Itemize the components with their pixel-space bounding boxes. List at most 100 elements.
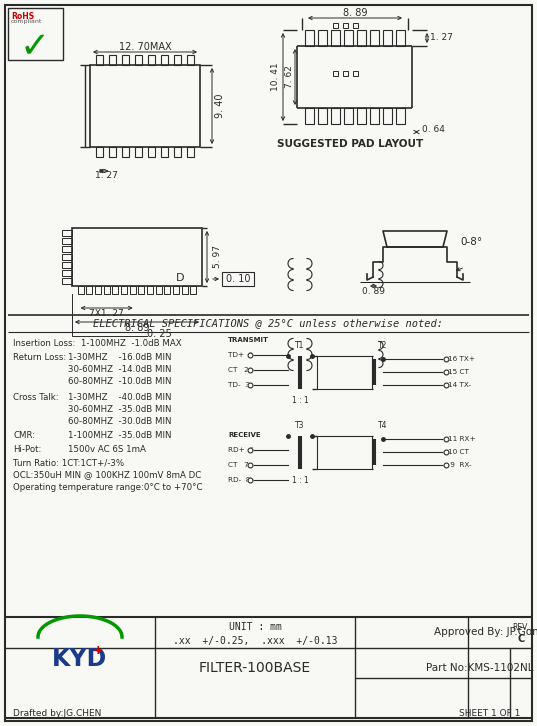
- Bar: [187, 147, 194, 157]
- Text: 0. 25: 0. 25: [147, 329, 171, 339]
- Text: 15 CT: 15 CT: [448, 369, 469, 375]
- Text: 1-100MHZ  -35.0dB MIN: 1-100MHZ -35.0dB MIN: [68, 431, 171, 439]
- Bar: [121, 286, 127, 294]
- Text: ELECTRICAL SPECIFICATIONS @ 25°C unless otherwise noted:: ELECTRICAL SPECIFICATIONS @ 25°C unless …: [93, 318, 443, 328]
- Text: CT   7: CT 7: [228, 462, 249, 468]
- Bar: [139, 286, 144, 294]
- Bar: [112, 286, 118, 294]
- Bar: [370, 108, 379, 124]
- Bar: [62, 246, 72, 252]
- Text: RECEIVE: RECEIVE: [228, 432, 260, 438]
- Bar: [396, 108, 405, 124]
- Text: 1. 27: 1. 27: [95, 171, 118, 179]
- Text: 1-30MHZ    -40.0dB MIN: 1-30MHZ -40.0dB MIN: [68, 393, 171, 401]
- Text: compliant: compliant: [11, 19, 42, 24]
- Text: 1. 27: 1. 27: [430, 33, 453, 43]
- Text: 9. 40: 9. 40: [215, 94, 225, 118]
- Bar: [161, 147, 168, 157]
- Text: TRANSMIT: TRANSMIT: [228, 337, 269, 343]
- Text: 0. 10: 0. 10: [226, 274, 250, 284]
- Text: 1 : 1: 1 : 1: [292, 396, 308, 405]
- Bar: [187, 55, 194, 65]
- Text: RD+  6: RD+ 6: [228, 447, 254, 453]
- Bar: [147, 286, 153, 294]
- Text: 0-8°: 0-8°: [460, 237, 482, 247]
- Bar: [78, 286, 84, 294]
- Bar: [148, 147, 155, 157]
- Text: D: D: [176, 273, 184, 283]
- Text: Turn Ratio: 1CT:1CT+/-3%: Turn Ratio: 1CT:1CT+/-3%: [13, 459, 124, 468]
- Bar: [148, 55, 155, 65]
- Bar: [331, 108, 340, 124]
- Bar: [173, 286, 179, 294]
- Bar: [96, 55, 103, 65]
- Bar: [156, 286, 162, 294]
- Bar: [353, 71, 358, 76]
- Text: Insertion Loss:  1-100MHZ  -1.0dB MAX: Insertion Loss: 1-100MHZ -1.0dB MAX: [13, 338, 182, 348]
- Bar: [190, 286, 197, 294]
- Bar: [383, 30, 392, 46]
- Bar: [370, 30, 379, 46]
- Bar: [109, 147, 116, 157]
- Text: ✓: ✓: [20, 30, 50, 64]
- Text: RD-  8: RD- 8: [228, 477, 250, 483]
- Text: OCL:350uH MIN @ 100KHZ 100mV 8mA DC: OCL:350uH MIN @ 100KHZ 100mV 8mA DC: [13, 470, 201, 479]
- Bar: [122, 55, 129, 65]
- Bar: [343, 71, 348, 76]
- Bar: [357, 108, 366, 124]
- Bar: [62, 230, 72, 236]
- Text: SUGGESTED PAD LAYOUT: SUGGESTED PAD LAYOUT: [277, 139, 423, 149]
- Text: CT   2: CT 2: [228, 367, 249, 373]
- Bar: [129, 286, 136, 294]
- Text: Part No:KMS-1102NL: Part No:KMS-1102NL: [426, 663, 534, 673]
- Text: Operating temperature range:0°C to +70°C: Operating temperature range:0°C to +70°C: [13, 483, 202, 492]
- Bar: [305, 108, 314, 124]
- Bar: [62, 254, 72, 260]
- Text: Drafted by:JG.CHEN: Drafted by:JG.CHEN: [13, 709, 101, 717]
- Bar: [317, 436, 372, 468]
- Bar: [305, 30, 314, 46]
- Bar: [317, 356, 372, 388]
- Text: Cross Talk:: Cross Talk:: [13, 393, 59, 401]
- Text: KYD: KYD: [53, 647, 107, 671]
- Bar: [62, 262, 72, 268]
- Text: 1 : 1: 1 : 1: [292, 476, 308, 485]
- Bar: [383, 108, 392, 124]
- Text: T2: T2: [378, 340, 388, 349]
- Bar: [174, 55, 181, 65]
- Bar: [135, 55, 142, 65]
- Text: 60-80MHZ  -10.0dB MIN: 60-80MHZ -10.0dB MIN: [68, 378, 171, 386]
- Text: 14 TX-: 14 TX-: [448, 382, 471, 388]
- Text: TD+  1: TD+ 1: [228, 352, 253, 358]
- Text: 7X1. 27: 7X1. 27: [89, 309, 124, 319]
- Bar: [353, 23, 358, 28]
- Bar: [104, 286, 110, 294]
- Bar: [109, 55, 116, 65]
- Text: Hi-Pot:: Hi-Pot:: [13, 444, 41, 454]
- Text: 0. 64: 0. 64: [422, 126, 445, 134]
- Text: T1: T1: [295, 340, 304, 349]
- Bar: [344, 108, 353, 124]
- Bar: [343, 23, 348, 28]
- Bar: [318, 30, 327, 46]
- Text: C: C: [517, 634, 525, 644]
- Bar: [331, 30, 340, 46]
- Bar: [135, 147, 142, 157]
- Bar: [164, 286, 170, 294]
- Text: REV.: REV.: [513, 622, 529, 632]
- Text: 0. 89: 0. 89: [361, 287, 384, 296]
- Text: UNIT : mm: UNIT : mm: [229, 622, 281, 632]
- Text: Return Loss:: Return Loss:: [13, 354, 66, 362]
- Text: T4: T4: [378, 420, 388, 430]
- Bar: [96, 147, 103, 157]
- Bar: [72, 228, 202, 286]
- Bar: [357, 30, 366, 46]
- Text: 30-60MHZ  -35.0dB MIN: 30-60MHZ -35.0dB MIN: [68, 404, 171, 414]
- Bar: [62, 278, 72, 284]
- Text: +: +: [93, 643, 103, 656]
- Text: 16 TX+: 16 TX+: [448, 356, 475, 362]
- Text: T3: T3: [295, 420, 305, 430]
- Text: 10. 41: 10. 41: [271, 62, 279, 91]
- Text: 9  RX-: 9 RX-: [448, 462, 471, 468]
- Text: 7. 62: 7. 62: [285, 65, 294, 89]
